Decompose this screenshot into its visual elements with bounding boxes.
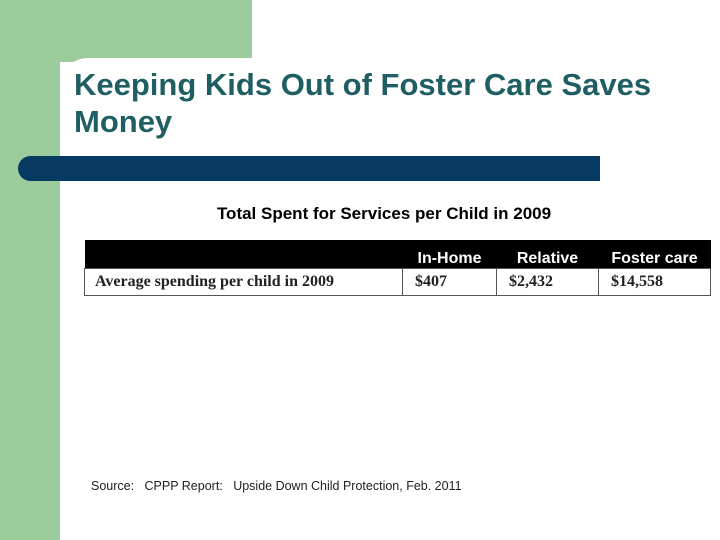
title-underline-bar	[18, 156, 600, 181]
header-cell-label	[84, 240, 403, 269]
spending-table: In-Home Relative Foster care Average spe…	[84, 240, 711, 296]
value-relative: $2,432	[496, 268, 599, 296]
table-caption: Total Spent for Services per Child in 20…	[216, 204, 552, 223]
value-foster-care: $14,558	[598, 268, 711, 296]
header-cell-in-home: In-Home	[402, 240, 497, 269]
table-row: Average spending per child in 2009 $407 …	[84, 268, 711, 296]
decorative-side-panel	[0, 0, 60, 540]
header-cell-foster-care: Foster care	[598, 240, 711, 269]
slide-title: Keeping Kids Out of Foster Care Saves Mo…	[74, 67, 652, 139]
table-header-row: In-Home Relative Foster care	[84, 240, 711, 269]
value-in-home: $407	[402, 268, 497, 296]
header-cell-relative: Relative	[496, 240, 599, 269]
source-note: Source: CPPP Report: Upside Down Child P…	[91, 479, 462, 493]
decorative-top-panel	[0, 0, 252, 62]
decorative-corner-curve	[60, 58, 252, 98]
row-label: Average spending per child in 2009	[84, 268, 403, 296]
